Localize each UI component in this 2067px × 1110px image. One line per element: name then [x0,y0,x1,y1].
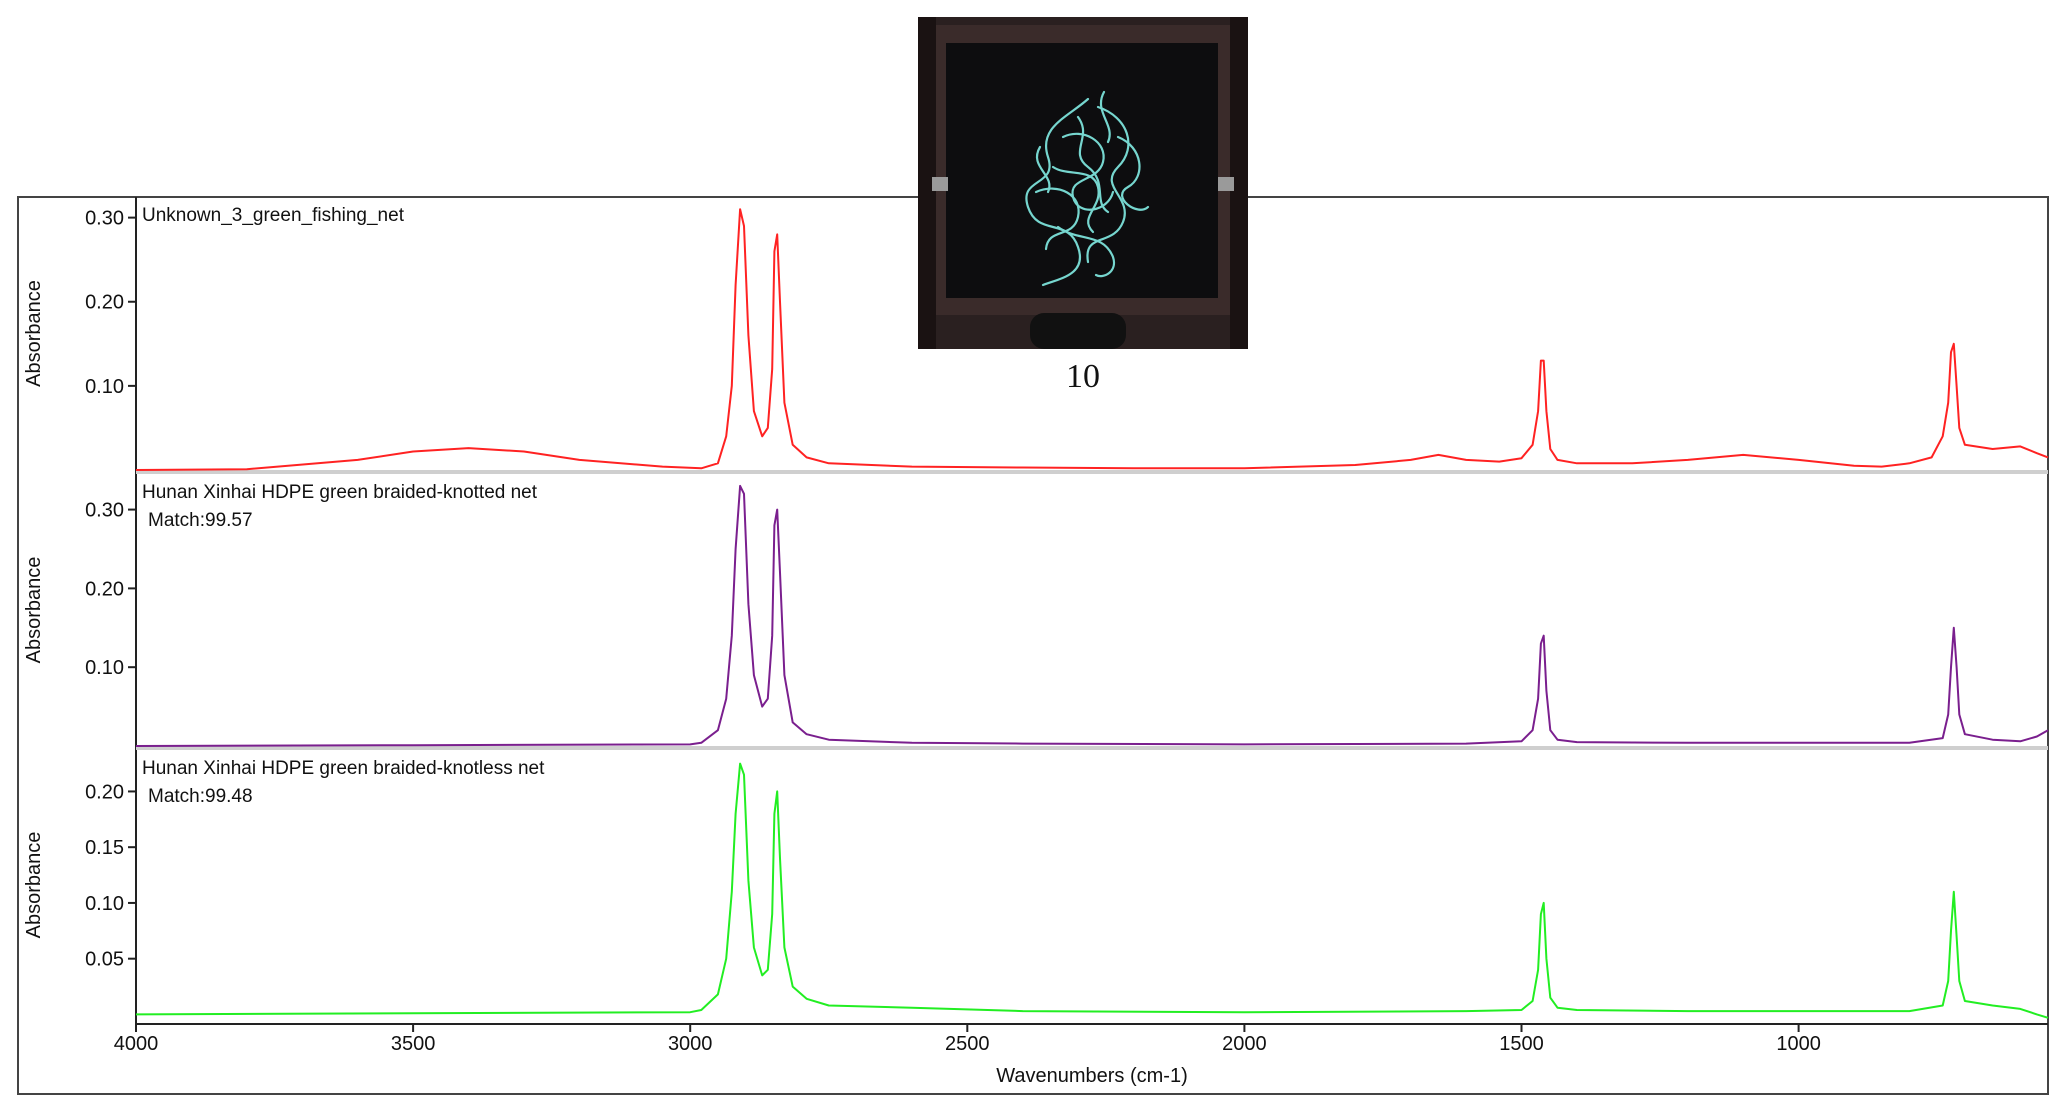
spectrum-panel: 0.10 0.20 0.30 Absorbance Unknown_3_green_fi… [23,205,2049,471]
sample-photo [918,17,1248,349]
x-tick-label: 2000 [1222,1033,1267,1055]
y-tick-label: 0.20 [85,578,124,600]
y-axis-label: Absorbance [23,832,45,939]
x-tick-label: 1500 [1499,1033,1544,1055]
x-axis-ticks: 4000 3500 3000 2500 2000 1500 1000 [114,1024,1821,1055]
y-tick-label: 0.10 [85,376,124,398]
spectrum-line [135,762,2049,1019]
spectrum-panel: 0.05 0.10 0.15 0.20 Absorbance Hunan Xinhai H… [23,758,2049,1019]
y-tick-label: 0.05 [85,949,124,971]
x-tick-label: 4000 [114,1033,159,1055]
spectra-panels: 0.10 0.20 0.30 Absorbance Unknown_3_green_fi… [23,205,2049,1019]
match-score: Match:99.48 [148,786,253,807]
y-axis-label: Absorbance [23,280,45,387]
y-tick-label: 0.15 [85,837,124,859]
x-tick-label: 1000 [1776,1033,1821,1055]
x-tick-label: 2500 [945,1033,990,1055]
x-axis-label: Wavenumbers (cm-1) [996,1065,1188,1087]
y-tick-label: 0.10 [85,657,124,679]
x-tick-label: 3500 [391,1033,436,1055]
spectrum-label: Hunan Xinhai HDPE green braided-knotted … [142,482,538,503]
y-tick-label: 0.10 [85,893,124,915]
spectrum-line [135,208,2049,471]
y-tick-label: 0.20 [85,781,124,803]
y-tick-label: 0.30 [85,208,124,230]
match-score: Match:99.57 [148,510,253,531]
photo-caption: 10 [1066,358,1100,395]
y-axis-label: Absorbance [23,557,45,664]
spectrum-label: Unknown_3_green_fishing_net [142,205,405,226]
y-tick-label: 0.30 [85,500,124,522]
fishing-net-sample-image [918,17,1248,349]
y-tick-label: 0.20 [85,292,124,314]
spectrum-line [135,484,2049,747]
x-tick-label: 3000 [668,1033,713,1055]
spectrum-label: Hunan Xinhai HDPE green braided-knotless… [142,758,545,779]
spectrum-panel: 0.10 0.20 0.30 Absorbance Hunan Xinhai HDPE … [23,482,2049,747]
